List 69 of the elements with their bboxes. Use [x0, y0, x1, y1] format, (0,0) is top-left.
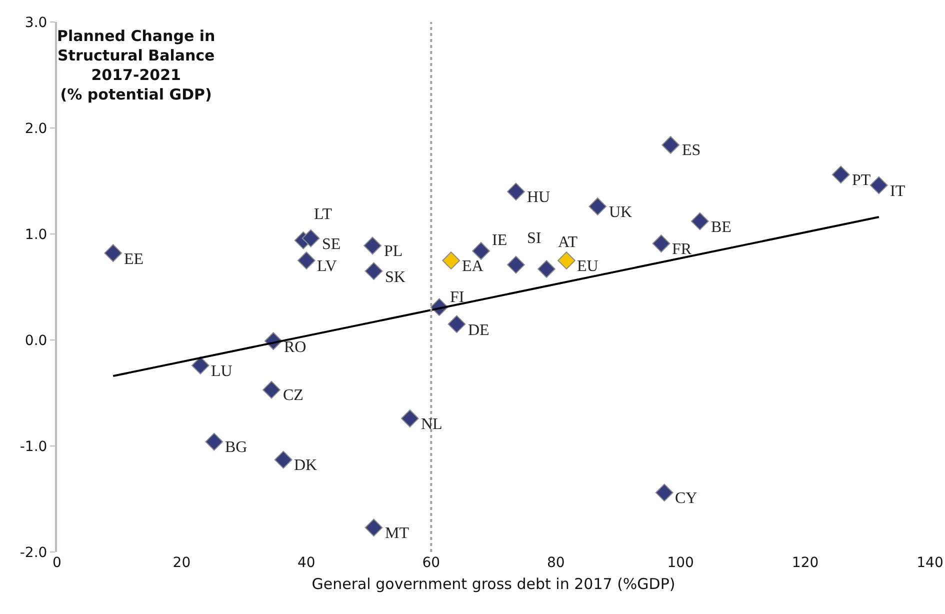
x-tick-label: 140 [916, 555, 944, 571]
annotation: SI [527, 230, 542, 247]
point [302, 229, 320, 248]
point [364, 262, 383, 280]
point [442, 252, 460, 270]
x-tick-label: 40 [298, 555, 316, 571]
annotation: NL [421, 416, 442, 433]
point [297, 252, 316, 270]
point [274, 450, 292, 469]
text: Planned Change in Structural Balance 2017-2021 (% potential GDP) [57, 27, 216, 104]
annotation: EE [124, 251, 144, 268]
point [655, 484, 674, 502]
point [364, 518, 383, 537]
annotation: PL [384, 243, 403, 260]
point [690, 212, 709, 230]
point [507, 256, 525, 274]
annotation: FI [450, 289, 464, 306]
y-tick-label: 3.0 [24, 14, 48, 31]
annotation: CY [675, 490, 698, 507]
annotation: BG [225, 439, 248, 456]
x-axis-title: General government gross debt in 2017 (%GDP) [312, 575, 676, 593]
annotation: LU [211, 363, 233, 380]
point [538, 260, 556, 278]
x-tick-label: 100 [667, 555, 694, 571]
annotation: LV [317, 258, 338, 275]
annotation: RO [284, 339, 306, 356]
annotation: EA [462, 258, 484, 275]
point [448, 315, 466, 334]
annotation: DK [294, 457, 318, 474]
annotation: FR [672, 241, 692, 258]
annotation: EU [577, 258, 599, 275]
point [262, 380, 280, 399]
point [364, 236, 382, 255]
annotation: LT [314, 206, 332, 223]
x-tick-label: 60 [422, 555, 440, 571]
point [558, 252, 576, 270]
point [400, 409, 419, 428]
annotation: IE [492, 232, 508, 249]
x-tick-label: 80 [546, 555, 565, 571]
point [104, 244, 122, 262]
y-tick-label: 1.0 [24, 226, 48, 243]
annotation: IT [890, 183, 906, 200]
point [507, 182, 525, 201]
annotation: CZ [283, 387, 304, 404]
y-tick-label: 2.0 [24, 120, 48, 137]
annotation: DE [468, 322, 490, 339]
point [588, 197, 607, 216]
annotation: SE [322, 236, 341, 253]
annotation: PT [852, 172, 871, 189]
point [662, 136, 680, 154]
point [205, 432, 224, 451]
annotation: MT [385, 525, 410, 542]
point [870, 176, 888, 194]
x-tick-label: 0 [52, 555, 62, 571]
point [191, 356, 210, 374]
y-tick-label: 0.0 [24, 332, 48, 349]
point [472, 242, 490, 260]
y-tick-label: -1.0 [20, 438, 48, 455]
y-tick-label: -2.0 [20, 544, 48, 561]
point [652, 234, 670, 252]
annotation: SK [385, 269, 406, 286]
annotation: AT [558, 234, 578, 251]
annotation: ES [682, 142, 701, 159]
annotation: UK [609, 204, 633, 221]
x-tick-label: 20 [172, 555, 191, 571]
annotation: HU [527, 189, 551, 206]
annotation: BE [711, 219, 732, 236]
point [832, 166, 850, 184]
x-tick-label: 120 [792, 555, 819, 571]
